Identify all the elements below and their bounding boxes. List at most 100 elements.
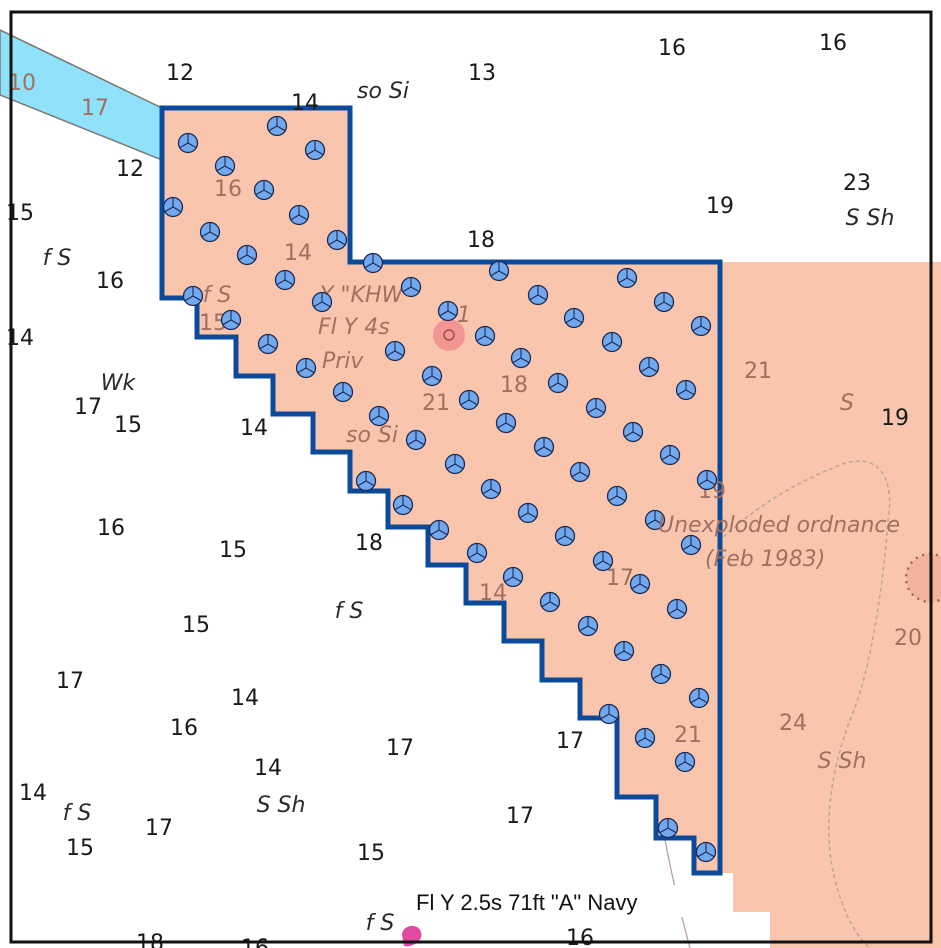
depth-sounding: 16 <box>566 926 594 948</box>
depth-sounding-zone: 20 <box>894 626 922 651</box>
unexploded-ordnance-marker <box>616 267 638 289</box>
depth-sounding-zone: 14 <box>284 241 312 266</box>
buoy-status: Priv <box>322 349 364 374</box>
unexploded-ordnance-marker <box>182 285 204 307</box>
depth-sounding-zone: 16 <box>214 177 242 202</box>
depth-sounding: 18 <box>467 228 495 253</box>
unexploded-ordnance-marker <box>495 412 517 434</box>
unexploded-ordnance-marker <box>695 841 717 863</box>
seabed-label: f S <box>43 246 72 271</box>
unexploded-ordnance-marker <box>517 502 539 524</box>
unexploded-ordnance-marker <box>220 309 242 331</box>
depth-sounding: 17 <box>506 804 534 829</box>
unexploded-ordnance-marker <box>598 703 620 725</box>
depth-sounding: 12 <box>116 157 144 182</box>
depth-sounding: 16 <box>96 269 124 294</box>
unexploded-ordnance-marker <box>666 598 688 620</box>
unexploded-ordnance-marker <box>304 139 326 161</box>
depth-sounding-zone: 18 <box>500 373 528 398</box>
depth-sounding: 14 <box>254 756 282 781</box>
unexploded-ordnance-marker <box>474 325 496 347</box>
depth-sounding: 12 <box>166 61 194 86</box>
depth-sounding: 18 <box>355 531 383 556</box>
unexploded-ordnance-marker <box>326 229 348 251</box>
unexploded-ordnance-marker <box>362 252 384 274</box>
unexploded-ordnance-marker <box>428 519 450 541</box>
depth-sounding: 17 <box>145 816 173 841</box>
depth-sounding: 17 <box>74 395 102 420</box>
area-dashed-outline <box>649 460 891 948</box>
seabed-label-zone: S <box>840 391 854 416</box>
depth-sounding: 17 <box>386 736 414 761</box>
depth-sounding: 14 <box>231 686 259 711</box>
depth-sounding-zone: 21 <box>674 723 702 748</box>
depth-sounding: 19 <box>706 194 734 219</box>
unexploded-ordnance-marker <box>421 365 443 387</box>
unexploded-ordnance-marker <box>674 751 696 773</box>
unexploded-ordnance-marker <box>527 284 549 306</box>
unexploded-ordnance-marker <box>675 379 697 401</box>
shaded-area-east <box>720 262 941 948</box>
unexploded-ordnance-marker <box>650 663 672 685</box>
depth-sounding: 15 <box>357 841 385 866</box>
depth-sounding: 15 <box>182 613 210 638</box>
unexploded-ordnance-marker <box>539 591 561 613</box>
unexploded-ordnance-marker <box>592 550 614 572</box>
unexploded-ordnance-marker <box>311 291 333 313</box>
unexploded-ordnance-marker <box>162 196 184 218</box>
depth-sounding: 14 <box>291 91 319 116</box>
unexploded-ordnance-marker <box>502 566 524 588</box>
unexploded-ordnance-marker <box>480 478 502 500</box>
unexploded-ordnance-marker <box>384 340 406 362</box>
unexploded-ordnance-marker <box>392 494 414 516</box>
unexploded-ordnance-marker <box>629 573 651 595</box>
unexploded-ordnance-marker <box>332 381 354 403</box>
unexploded-ordnance-marker <box>563 307 585 329</box>
unexploded-ordnance-marker <box>577 615 599 637</box>
unexploded-ordnance-marker <box>547 372 569 394</box>
area-note-line1: Unexploded ordnance <box>658 513 900 538</box>
seabed-label: f S <box>335 599 364 624</box>
unexploded-ordnance-marker <box>634 727 656 749</box>
seabed-label-zone: S Sh <box>818 749 867 774</box>
unexploded-ordnance-marker <box>199 221 221 243</box>
unexploded-ordnance-marker <box>510 347 532 369</box>
seabed-label: S Sh <box>846 206 895 231</box>
buoy-light: Fl Y 4s <box>318 315 390 340</box>
unexploded-ordnance-marker <box>274 269 296 291</box>
depth-sounding-zone: 21 <box>744 359 772 384</box>
seabed-label: Wk <box>101 371 137 396</box>
seabed-label: f S <box>63 801 92 826</box>
unexploded-ordnance-marker <box>606 485 628 507</box>
depth-sounding: 16 <box>819 31 847 56</box>
buoy-khw <box>433 319 465 351</box>
seabed-label-zone: f S <box>203 283 232 308</box>
unexploded-ordnance-marker <box>368 405 390 427</box>
seabed-label: S Sh <box>257 793 306 818</box>
depth-sounding: 14 <box>240 416 268 441</box>
depth-sounding-zone: 17 <box>606 566 634 591</box>
unexploded-ordnance-marker <box>288 204 310 226</box>
depth-sounding: 16 <box>97 516 125 541</box>
unexploded-ordnance-marker <box>257 333 279 355</box>
unexploded-ordnance-marker <box>458 389 480 411</box>
chart-frame <box>9 10 933 944</box>
depth-sounding: 15 <box>219 538 247 563</box>
depth-sounding: 14 <box>19 781 47 806</box>
unexploded-ordnance-marker <box>644 509 666 531</box>
unexploded-ordnance-marker <box>488 260 510 282</box>
unexploded-ordnance-marker <box>295 357 317 379</box>
unexploded-ordnance-marker <box>696 469 718 491</box>
sounding-labels: 12 14 13 16 16 12 15 19 23 18 16 14 17 15 14 16 15 18 15 17… <box>6 31 909 948</box>
unexploded-ordnance-marker <box>405 429 427 451</box>
nav-light-label-bg <box>412 885 724 917</box>
seabed-label: f S <box>366 911 395 936</box>
unexploded-ordnance-marker <box>236 244 258 266</box>
depth-sounding: 17 <box>56 669 84 694</box>
seabed-label-zone: so Si <box>346 423 398 448</box>
depth-sounding: 13 <box>468 61 496 86</box>
unexploded-ordnance-marker <box>659 444 681 466</box>
unexploded-ordnance-marker <box>690 315 712 337</box>
unexploded-ordnance-marker <box>569 461 591 483</box>
depth-sounding-zone: 17 <box>81 96 109 121</box>
